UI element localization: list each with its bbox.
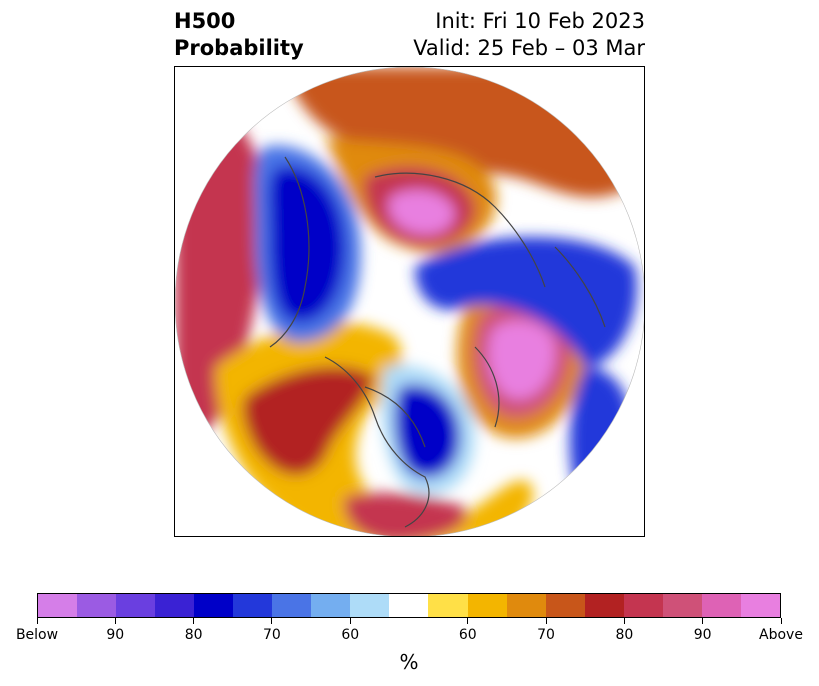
colorbar-segment xyxy=(350,594,390,617)
anomaly-alaska xyxy=(243,366,375,476)
colorbar-segment xyxy=(233,594,273,617)
colorbar-segment xyxy=(428,594,468,617)
colorbar-tick xyxy=(623,618,625,624)
colorbar-tick xyxy=(545,618,547,624)
colorbar-unit: % xyxy=(399,650,419,674)
colorbar-tick-label: 90 xyxy=(693,627,712,643)
colorbar-segment xyxy=(701,594,741,617)
colorbar-segment xyxy=(506,594,546,617)
colorbar-tick xyxy=(780,618,782,624)
chart-title: H500 Probability xyxy=(174,8,304,62)
colorbar-segment xyxy=(77,594,117,617)
colorbar-tick-label: 70 xyxy=(263,627,281,643)
colorbar-segment xyxy=(38,594,78,617)
colorbar-tick-label: Below xyxy=(15,627,59,643)
colorbar-tick-label: 70 xyxy=(537,627,555,643)
colorbar-segment xyxy=(584,594,624,617)
colorbar-tick xyxy=(114,618,116,624)
colorbar-tick-label: 80 xyxy=(184,627,203,643)
chart-dates: Init: Fri 10 Feb 2023 Valid: 25 Feb – 03… xyxy=(413,8,645,62)
colorbar-tick-label: 60 xyxy=(458,627,477,643)
colorbar-segment xyxy=(311,594,351,617)
colorbar-segment xyxy=(545,594,585,617)
colorbar-segment xyxy=(155,594,195,617)
probability-map xyxy=(175,67,644,536)
colorbar-tick xyxy=(271,618,273,624)
colorbar-tick-label: 60 xyxy=(341,627,360,643)
colorbar xyxy=(37,593,781,618)
anomaly-atlantic xyxy=(394,384,460,478)
init-date: Init: Fri 10 Feb 2023 xyxy=(435,9,645,33)
colorbar-tick xyxy=(193,618,195,624)
colorbar-tick xyxy=(349,618,351,624)
colorbar-tick xyxy=(467,618,469,624)
colorbar-segment xyxy=(194,594,234,617)
colorbar-segment xyxy=(116,594,156,617)
colorbar-tick-label: 80 xyxy=(615,627,634,643)
anomaly-southern-us xyxy=(344,492,467,536)
valid-range: Valid: 25 Feb – 03 Mar xyxy=(413,36,645,60)
title-line-type: Probability xyxy=(174,36,304,60)
anomaly-siberia-core xyxy=(388,189,455,235)
colorbar-tick xyxy=(36,618,38,624)
colorbar-tick-label: 90 xyxy=(106,627,125,643)
colorbar-segment xyxy=(623,594,663,617)
colorbar-segment xyxy=(740,594,780,617)
colorbar-segment xyxy=(662,594,702,617)
colorbar-segment xyxy=(467,594,507,617)
anomaly-europe-core xyxy=(488,320,556,400)
map-panel xyxy=(174,66,645,537)
colorbar-segment xyxy=(389,594,429,617)
coastlines xyxy=(269,156,606,528)
anomaly-arctic-russia xyxy=(415,237,637,367)
anomaly-greenland xyxy=(269,166,345,322)
colorbar-segment xyxy=(272,594,312,617)
colorbar-tick xyxy=(702,618,704,624)
title-line-field: H500 xyxy=(174,9,236,33)
colorbar-tick-label: Above xyxy=(759,627,803,643)
